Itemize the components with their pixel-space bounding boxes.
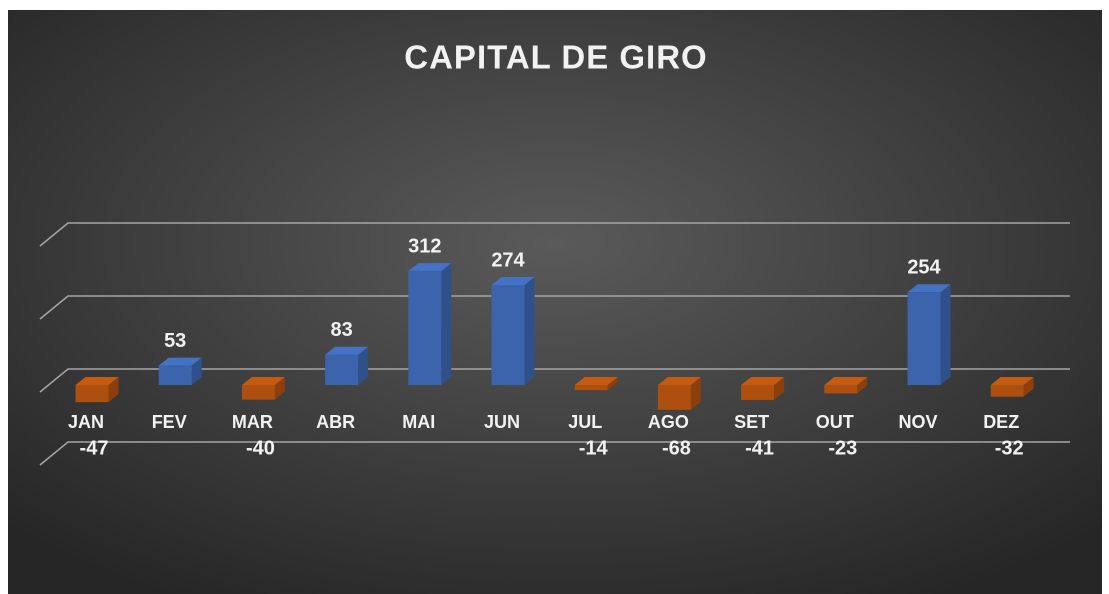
- bar-face: [657, 377, 701, 385]
- x-tick-label: NOV: [898, 412, 937, 432]
- bar: [491, 276, 535, 385]
- bar: [741, 377, 785, 400]
- x-tick-label: SET: [734, 412, 769, 432]
- grid-line: [39, 222, 1070, 247]
- bar-face: [325, 346, 369, 355]
- bar-face: [824, 377, 868, 385]
- x-tick-label: MAI: [402, 412, 435, 432]
- value-label: 53: [164, 330, 186, 352]
- bar-face: [607, 377, 618, 391]
- x-tick-label: DEZ: [983, 412, 1019, 432]
- bar-face: [824, 385, 858, 394]
- bar-face: [241, 385, 275, 400]
- bar-face: [657, 385, 691, 410]
- bar-face: [574, 385, 608, 391]
- value-label: -47: [80, 437, 109, 459]
- bar-face: [741, 385, 775, 400]
- value-label: -32: [995, 437, 1024, 459]
- bar-face: [491, 276, 535, 285]
- bar-face: [158, 357, 202, 366]
- bar-face: [690, 377, 701, 410]
- bar: [408, 263, 452, 385]
- bar-face: [857, 377, 868, 394]
- x-tick-label: AGO: [648, 412, 689, 432]
- bar-face: [491, 284, 525, 385]
- bar: [574, 377, 618, 391]
- bar-face: [358, 346, 369, 385]
- bar-face: [907, 292, 941, 385]
- bar-face: [990, 385, 1024, 397]
- value-label: 274: [491, 249, 525, 271]
- x-tick-label: JUN: [484, 412, 520, 432]
- bar-face: [274, 377, 285, 400]
- x-tick-label: JAN: [68, 412, 104, 432]
- value-label: 83: [330, 319, 352, 341]
- x-tick-label: MAR: [232, 412, 273, 432]
- bar-face: [1023, 377, 1034, 397]
- grid-line: [39, 295, 1070, 320]
- bar-face: [408, 263, 452, 272]
- bar-face: [524, 276, 535, 385]
- grid-line: [39, 368, 1070, 393]
- bar-face: [774, 377, 785, 400]
- value-label: -40: [246, 437, 275, 459]
- x-tick-label: ABR: [316, 412, 355, 432]
- chart-title: CAPITAL DE GIRO: [404, 39, 707, 76]
- bar-face: [741, 377, 785, 385]
- bar: [907, 284, 951, 385]
- bar: [325, 346, 369, 385]
- bar: [824, 377, 868, 394]
- grid-line: [39, 441, 1070, 466]
- bar-face: [408, 271, 442, 385]
- bar-face: [325, 354, 359, 385]
- bar-face: [241, 377, 285, 385]
- bar: [241, 377, 285, 400]
- bar: [158, 357, 202, 385]
- bar-face: [75, 377, 119, 385]
- bar-face: [158, 365, 192, 385]
- bar: [990, 377, 1034, 397]
- bar-face: [940, 284, 951, 385]
- bar-face: [574, 377, 618, 385]
- value-label: 312: [408, 235, 441, 257]
- bar-face: [108, 377, 119, 403]
- bar-face: [990, 377, 1034, 385]
- x-tick-label: JUL: [568, 412, 602, 432]
- value-label: -14: [579, 437, 609, 459]
- bar-face: [907, 284, 951, 293]
- bar: [657, 377, 701, 410]
- bar: [75, 377, 119, 403]
- value-label: -68: [662, 437, 691, 459]
- bar-face: [191, 357, 202, 385]
- x-tick-label: OUT: [816, 412, 854, 432]
- bar-face: [441, 263, 452, 385]
- value-label: 254: [907, 257, 941, 279]
- value-label: -23: [828, 437, 857, 459]
- value-label: -41: [745, 437, 774, 459]
- x-tick-label: FEV: [152, 412, 187, 432]
- bar-face: [75, 385, 109, 403]
